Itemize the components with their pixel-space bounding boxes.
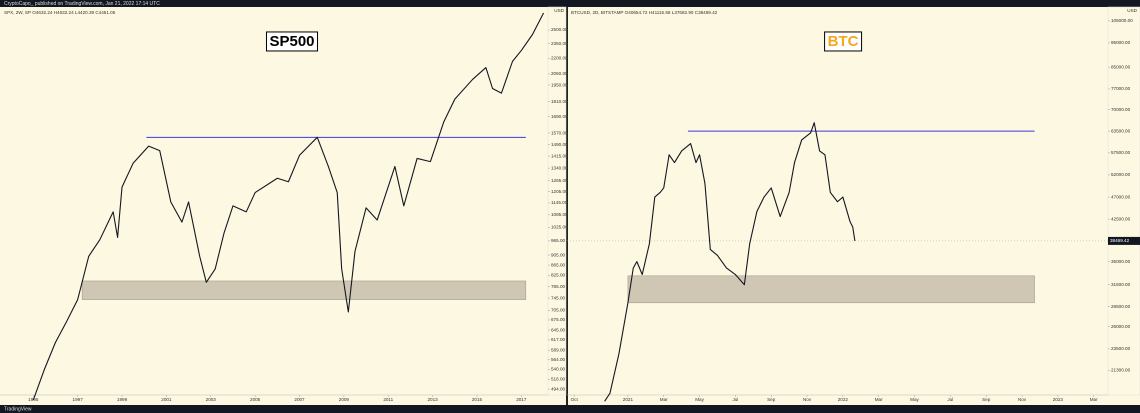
y-tick-label: 1205.00: [551, 189, 568, 194]
price-axis: [547, 6, 567, 396]
y-tick-label: 865.00: [551, 262, 565, 267]
last-price-box: [1108, 236, 1140, 245]
y-tick-label: 2350.00: [551, 41, 568, 46]
y-tick-label: 77000.00: [1111, 86, 1131, 91]
y-tick-label: 905.00: [551, 252, 565, 257]
y-tick-label: 1025.00: [551, 225, 568, 230]
y-tick-label: 52000.00: [1111, 172, 1131, 177]
y-tick-label: 2200.00: [551, 56, 568, 61]
support-zone: [81, 280, 527, 300]
x-tick-label: 1997: [73, 397, 84, 402]
y-tick-label: 1265.00: [551, 178, 568, 183]
y-tick-label: 57500.00: [1111, 150, 1131, 155]
y-tick-label: 23500.00: [1111, 346, 1131, 351]
x-tick-label: May: [695, 397, 704, 402]
price-line: [32, 12, 545, 401]
x-tick-label: 2021: [623, 397, 634, 402]
x-tick-label: 2009: [339, 397, 350, 402]
y-tick-label: 63500.00: [1111, 128, 1131, 133]
x-tick-label: Sep: [767, 397, 776, 402]
y-tick-label: 745.00: [551, 295, 565, 300]
y-tick-label: 705.00: [551, 308, 565, 313]
y-tick-label: 26000.00: [1111, 324, 1131, 329]
x-tick-label: Oct: [571, 397, 579, 402]
y-tick-label: 965.00: [551, 238, 565, 243]
x-tick-label: Nov: [803, 397, 812, 402]
y-tick-label: 21300.00: [1111, 368, 1131, 373]
chart-title: SP500: [269, 33, 314, 50]
x-tick-label: Jul: [732, 397, 738, 402]
title-box: [824, 31, 863, 52]
x-tick-label: 2007: [294, 397, 305, 402]
y-tick-label: 645.00: [551, 327, 565, 332]
x-tick-label: 2005: [250, 397, 261, 402]
y-tick-label: 35000.00: [1111, 259, 1131, 264]
footer: TradingView: [4, 406, 32, 412]
y-tick-label: 47000.00: [1111, 194, 1131, 199]
y-tick-label: 825.00: [551, 273, 565, 278]
y-tick-label: 105000.00: [1111, 18, 1133, 23]
x-tick-label: Sep: [982, 397, 991, 402]
price-axis: [1107, 6, 1140, 396]
title-box: [265, 31, 319, 52]
x-tick-label: Mar: [875, 397, 883, 402]
x-tick-label: 2011: [383, 397, 393, 402]
y-tick-label: 1690.00: [551, 114, 568, 119]
axis-unit: USD: [554, 8, 564, 13]
y-tick-label: 675.00: [551, 317, 565, 322]
x-tick-label: 2003: [206, 397, 217, 402]
y-tick-label: 1340.00: [551, 165, 568, 170]
y-tick-label: 1085.00: [551, 212, 568, 217]
x-tick-label: Mar: [1090, 397, 1098, 402]
bottom-bar: [0, 405, 1140, 413]
y-tick-label: 540.00: [551, 367, 565, 372]
y-tick-label: 2050.00: [551, 71, 568, 76]
y-tick-label: 494.00: [551, 386, 565, 391]
x-tick-label: 2013: [428, 397, 439, 402]
x-tick-label: 2015: [472, 397, 483, 402]
y-tick-label: 1810.00: [551, 99, 568, 104]
top-bar: [0, 0, 1140, 7]
y-tick-label: 70000.00: [1111, 107, 1131, 112]
x-tick-label: May: [910, 397, 919, 402]
x-tick-label: Mar: [660, 397, 668, 402]
y-tick-label: 1415.00: [551, 153, 568, 158]
y-tick-label: 28500.00: [1111, 304, 1131, 309]
y-tick-label: 1490.00: [551, 142, 568, 147]
x-tick-label: 2001: [161, 397, 172, 402]
x-tick-label: 2017: [516, 397, 527, 402]
price-line: [604, 122, 856, 402]
symbol-info: BTCUSD, 2D, BITSTAMP O40654.72 H41115.58…: [571, 10, 718, 15]
y-tick-label: 31500.00: [1111, 282, 1131, 287]
axis-unit: USD: [1127, 8, 1137, 13]
y-tick-label: 2500.00: [551, 27, 568, 32]
support-zone: [627, 275, 1035, 304]
y-tick-label: 95000.00: [1111, 40, 1131, 45]
y-tick-label: 516.00: [551, 377, 565, 382]
y-tick-label: 564.00: [551, 357, 565, 362]
y-tick-label: 785.00: [551, 284, 565, 289]
y-tick-label: 1950.00: [551, 82, 568, 87]
y-tick-label: 85000.00: [1111, 64, 1131, 69]
x-tick-label: Nov: [1018, 397, 1027, 402]
chart-title: BTC: [828, 33, 859, 50]
y-tick-label: 589.00: [551, 347, 565, 352]
x-tick-label: 1999: [117, 397, 128, 402]
x-tick-label: Jul: [947, 397, 953, 402]
y-tick-label: 42500.00: [1111, 216, 1131, 221]
x-tick-label: 2022: [838, 397, 849, 402]
x-tick-label: 2023: [1053, 397, 1064, 402]
last-price-label: 38469.42: [1110, 238, 1130, 243]
publisher: CryptoCapo_ published on TradingView.com…: [4, 1, 160, 7]
y-tick-label: 1145.00: [551, 200, 568, 205]
y-tick-label: 1570.00: [551, 130, 568, 135]
y-tick-label: 617.00: [551, 337, 565, 342]
symbol-info: SPX, 2W, SP O4632.24 H4632.24 L4420.39 C…: [4, 10, 116, 15]
